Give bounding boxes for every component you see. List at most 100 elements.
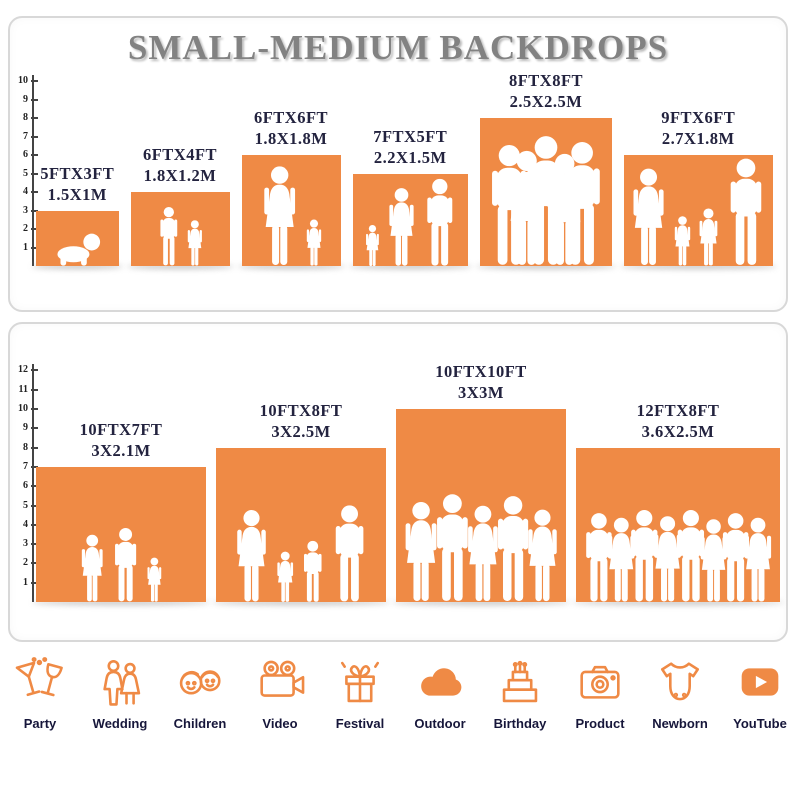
ruler-tick	[31, 135, 38, 138]
baby-silhouette	[57, 233, 101, 266]
backdrop-box-12ftx8ft	[576, 447, 780, 602]
size-ft-label: 12FTX8FT	[636, 400, 720, 420]
ruler-tick	[31, 246, 38, 249]
woman-silhouette	[528, 509, 557, 602]
photo-camera-icon	[580, 665, 620, 699]
category-label: Party	[23, 716, 57, 731]
ground-shadow	[348, 264, 472, 269]
ruler-number: 2	[23, 223, 28, 234]
category-label: Newborn	[652, 716, 708, 731]
ruler-tick	[31, 427, 38, 430]
ruler-number: 9	[23, 422, 28, 434]
woman-silhouette	[81, 534, 103, 602]
size-m-label: 3X2.5M	[271, 421, 331, 441]
ruler-number: 1	[23, 576, 28, 588]
boy-silhouette	[159, 206, 177, 266]
man-silhouette	[437, 494, 468, 601]
ruler-axis	[32, 75, 34, 266]
backdrop-box-6ftx4ft	[130, 192, 230, 266]
woman-silhouette	[263, 166, 295, 266]
people-silhouette	[263, 166, 321, 266]
ruler-number: 7	[23, 460, 28, 472]
panel-medium-large: 1 2 3 4 5 6 7 8 9 10 11 12 10FTX7FT 3X2.1M 10FTX8FT 3X2…	[8, 322, 788, 642]
size-m-label: 1.8X1.8M	[254, 129, 328, 148]
ground-shadow	[476, 264, 616, 269]
ruler-tick	[31, 172, 38, 175]
ruler-number: 9	[23, 93, 28, 105]
ruler-number: 6	[23, 149, 28, 160]
baby-onesie-icon	[660, 662, 700, 701]
size-m-label: 2.5X2.5M	[509, 92, 583, 111]
ruler-number: 4	[23, 518, 28, 530]
category-label: Festival	[335, 716, 385, 731]
people-silhouette	[57, 233, 101, 266]
ground-shadow	[237, 264, 345, 269]
size-m-label: 3X3M	[458, 383, 504, 402]
category-outdoor: Outdoor	[412, 656, 468, 731]
girl-silhouette	[306, 219, 321, 266]
size-ft-label: 7FTX5FT	[373, 126, 448, 146]
size-ft-label: 9FTX6FT	[661, 108, 736, 127]
size-m-label: 3X2.1M	[91, 440, 151, 460]
backdrop-size-label: 8FTX8FT 2.5X2.5M	[455, 70, 637, 112]
ruler-tick	[31, 523, 38, 526]
category-label: Outdoor	[414, 716, 466, 731]
ruler-number: 5	[23, 167, 28, 179]
man-silhouette	[730, 158, 762, 265]
size-m-label: 1.8X1.2M	[143, 166, 217, 185]
ground-shadow	[392, 600, 570, 605]
ground-shadow	[212, 600, 390, 605]
backdrop-box-10ftx7ft	[36, 466, 206, 602]
woman-silhouette	[237, 509, 266, 602]
man-silhouette	[335, 505, 364, 602]
people-silhouette	[365, 178, 452, 266]
people-silhouette	[81, 527, 162, 602]
ruler-tick	[31, 388, 38, 391]
category-children: Children	[172, 656, 228, 731]
backdrop-size-label: 12FTX8FT 3.6X2.5M	[551, 400, 800, 442]
size-ft-label: 6FTX4FT	[142, 145, 218, 164]
panel-small-medium: SMALL-MEDIUM BACKDROPS 1 2 3 4 5 6 7 8 9 10 5FTX3F…	[8, 16, 788, 312]
backdrop-size-label: 9FTX6FT 2.7X1.8M	[599, 107, 798, 149]
ruler-number: 5	[23, 499, 28, 511]
ruler-number: 10	[18, 75, 28, 86]
festival-gift-icon	[340, 661, 380, 703]
ground-shadow	[32, 600, 210, 605]
girl-silhouette	[365, 224, 379, 266]
category-festival: Festival	[332, 656, 388, 731]
people-silhouette	[237, 505, 364, 602]
video-camera-icon	[260, 660, 305, 697]
backdrop-size-label: 10FTX8FT 3X2.5M	[191, 400, 411, 442]
birthday-cake-icon	[502, 660, 538, 703]
size-m-label: 2.7X1.8M	[661, 129, 735, 148]
backdrop-box-8ftx8ft	[480, 118, 612, 266]
category-label: Product	[575, 716, 625, 731]
man-silhouette	[115, 527, 137, 602]
people-silhouette	[405, 494, 557, 602]
backdrop-size-label: 10FTX10FT 3X3M	[371, 361, 591, 403]
ground-shadow	[620, 264, 777, 269]
ruler-tick	[31, 581, 38, 584]
man-silhouette	[586, 512, 612, 602]
ruler-tick	[31, 543, 38, 546]
ruler-number: 10	[18, 403, 28, 414]
girl-silhouette	[699, 208, 718, 266]
backdrop-box-6ftx6ft	[241, 155, 341, 266]
ruler-number: 8	[23, 441, 28, 453]
ground-shadow	[572, 600, 784, 605]
ruler-tick	[31, 408, 38, 410]
boy-silhouette	[303, 540, 322, 602]
ruler-tick	[31, 80, 38, 82]
backdrop-box-7ftx5ft	[352, 173, 468, 266]
woman-silhouette	[744, 517, 772, 602]
ground-shadow	[32, 264, 123, 269]
backdrop-box-10ftx8ft	[216, 447, 386, 602]
size-m-label: 3.6X2.5M	[641, 421, 715, 441]
backdrop-size-label: 7FTX5FT 2.2X1.5M	[328, 126, 494, 168]
ruler-axis	[32, 364, 34, 602]
ground-shadow	[126, 264, 234, 269]
people-silhouette	[159, 206, 202, 266]
girl-silhouette	[187, 220, 202, 266]
ruler-tick	[31, 485, 38, 488]
people-silhouette	[492, 136, 600, 265]
